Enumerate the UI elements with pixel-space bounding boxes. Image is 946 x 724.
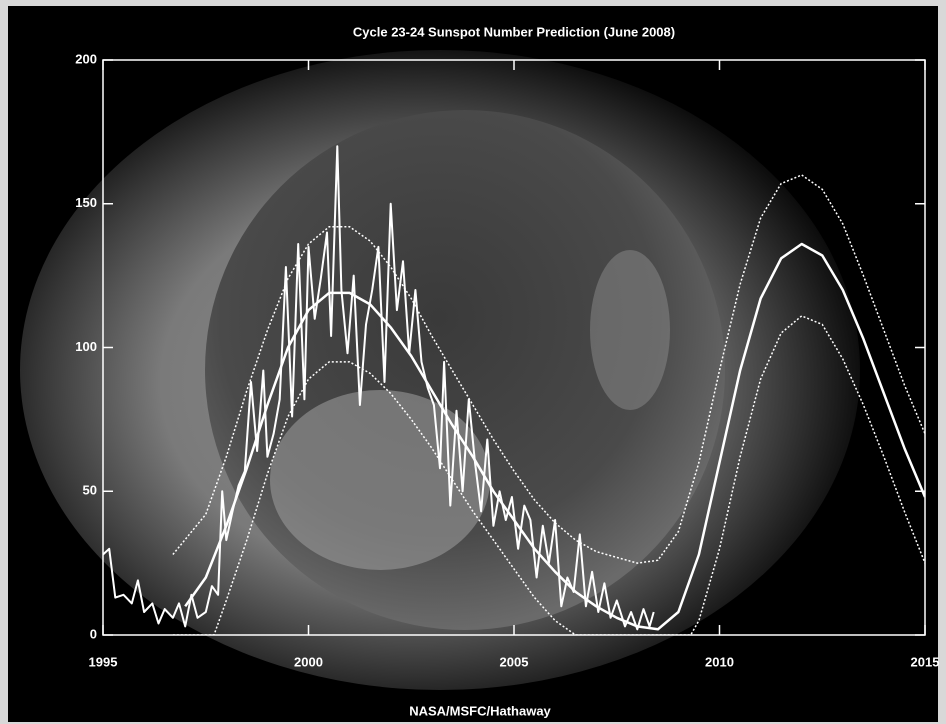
y-tick-label: 0 xyxy=(90,626,97,641)
credit: NASA/MSFC/Hathaway xyxy=(409,703,551,718)
y-tick-label: 50 xyxy=(83,483,97,498)
series-line xyxy=(172,315,925,635)
plot-area xyxy=(103,145,925,635)
series-line xyxy=(172,174,925,564)
x-tick-label: 2000 xyxy=(294,654,323,669)
y-tick-label: 200 xyxy=(75,51,97,66)
active-region xyxy=(270,390,490,570)
active-region xyxy=(590,250,670,410)
x-tick-label: 2010 xyxy=(705,654,734,669)
chart-title: Cycle 23-24 Sunspot Number Prediction (J… xyxy=(353,24,675,39)
y-tick-label: 100 xyxy=(75,339,97,354)
series-line xyxy=(103,145,655,631)
series-line xyxy=(184,242,925,631)
x-tick-label: 1995 xyxy=(89,654,118,669)
x-tick-label: 2015 xyxy=(911,654,940,669)
x-tick-label: 2005 xyxy=(500,654,529,669)
y-tick-label: 150 xyxy=(75,195,97,210)
